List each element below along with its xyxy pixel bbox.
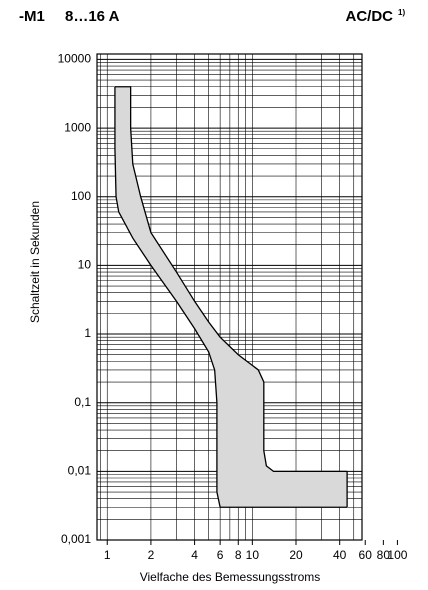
x-tick-label: 4 <box>191 548 198 562</box>
title-mid: 8…16 A <box>65 8 120 25</box>
y-axis-label: Schaltzeit in Sekunden <box>28 201 42 323</box>
y-tick-label: 1000 <box>64 120 91 134</box>
y-tick-label: 1 <box>84 326 91 340</box>
title-left: -M1 <box>19 8 45 25</box>
x-tick-label: 6 <box>217 548 224 562</box>
y-tick-label: 10 <box>78 258 92 272</box>
y-tick-label: 0,001 <box>61 532 91 546</box>
plot-frame <box>96 53 363 541</box>
curve <box>114 86 348 508</box>
x-tick-label: 100 <box>387 548 407 562</box>
title-right: AC/DC <box>346 8 394 25</box>
footnote: 1) <box>398 8 405 17</box>
x-tick-label: 1 <box>104 548 111 562</box>
x-tick-label: 8 <box>235 548 242 562</box>
band-fill <box>114 86 348 508</box>
y-tick-label: 100 <box>71 189 91 203</box>
x-tick-label: 10 <box>246 548 260 562</box>
x-tick-label: 40 <box>333 548 347 562</box>
y-tick-label: 10000 <box>58 52 92 66</box>
x-tick-label: 2 <box>148 548 155 562</box>
curve <box>114 86 348 472</box>
x-axis-label: Vielfache des Bemessungsstroms <box>140 570 321 584</box>
y-tick-label: 0,1 <box>74 395 91 409</box>
x-tick-label: 80 <box>377 548 391 562</box>
y-tick-label: 0,01 <box>68 464 92 478</box>
x-tick-label: 60 <box>359 548 373 562</box>
x-tick-label: 20 <box>289 548 303 562</box>
